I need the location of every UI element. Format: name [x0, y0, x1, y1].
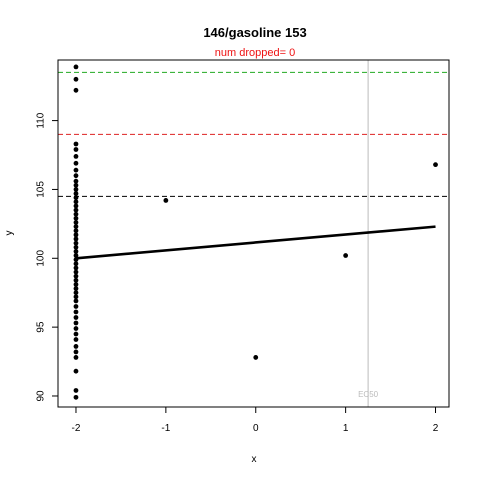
data-point — [73, 64, 79, 70]
data-point — [163, 198, 169, 203]
plot-area: EC50 -2 -1 0 1 2 90 95 100 105 110 — [36, 59, 450, 434]
x-axis-label: x — [252, 454, 257, 465]
data-point — [73, 290, 79, 296]
data-point — [73, 187, 79, 192]
data-point — [73, 199, 79, 205]
data-point — [73, 215, 79, 221]
data-point — [73, 87, 79, 93]
y-tick-label: 100 — [36, 250, 47, 267]
data-point — [253, 355, 259, 360]
data-point — [73, 240, 79, 246]
data-point — [73, 309, 79, 315]
y-tick-label: 105 — [36, 181, 47, 198]
data-point — [73, 236, 79, 242]
x-tick-label: 0 — [253, 423, 259, 434]
data-point — [73, 141, 79, 147]
y-tick-label: 95 — [36, 321, 47, 333]
data-point — [73, 388, 79, 393]
data-point — [73, 286, 79, 291]
data-point — [73, 304, 79, 309]
data-point — [73, 207, 79, 213]
data-point — [73, 224, 79, 230]
data-point — [73, 220, 79, 225]
data-point — [73, 326, 79, 331]
data-point — [73, 232, 79, 238]
chart-title: 146/gasoline 153 — [203, 25, 306, 40]
data-point — [73, 173, 79, 179]
data-point — [73, 195, 79, 201]
chart-subtitle: num dropped= 0 — [215, 47, 295, 59]
data-point — [73, 182, 79, 188]
data-point — [73, 261, 79, 267]
data-point — [73, 273, 79, 279]
data-point — [73, 282, 79, 287]
data-point — [73, 269, 79, 275]
data-point — [73, 315, 79, 320]
data-point — [73, 344, 79, 349]
data-point — [73, 253, 79, 258]
data-point — [73, 355, 79, 360]
data-point — [73, 76, 79, 82]
data-point — [73, 298, 79, 304]
y-tick-label: 90 — [36, 390, 47, 402]
data-point — [343, 253, 349, 258]
data-point — [73, 147, 79, 152]
data-point — [73, 349, 79, 355]
data-point — [433, 162, 438, 168]
x-tick-label: 1 — [343, 423, 349, 434]
data-point — [73, 320, 79, 326]
fit-line — [75, 225, 436, 260]
data-point — [73, 228, 79, 234]
y-axis-label: y — [4, 231, 15, 236]
data-point — [73, 337, 79, 342]
y-tick-label: 110 — [36, 112, 47, 128]
data-point — [73, 331, 79, 337]
data-point — [73, 265, 79, 271]
data-point — [73, 178, 79, 184]
data-point — [73, 249, 79, 254]
data-point — [73, 191, 79, 196]
x-tick-label: -2 — [72, 423, 81, 434]
x-tick-label: 2 — [433, 423, 439, 434]
data-point — [73, 394, 79, 400]
data-point — [73, 211, 79, 217]
data-point — [73, 153, 79, 159]
data-point — [73, 203, 79, 209]
data-point — [73, 160, 79, 166]
plot-frame — [57, 59, 450, 408]
data-point — [73, 368, 79, 374]
x-tick-label: -1 — [161, 423, 170, 434]
data-point — [73, 244, 79, 250]
data-point — [73, 167, 79, 173]
ec50-label: EC50 — [358, 390, 379, 399]
data-point — [73, 277, 79, 283]
data-point — [73, 294, 79, 300]
